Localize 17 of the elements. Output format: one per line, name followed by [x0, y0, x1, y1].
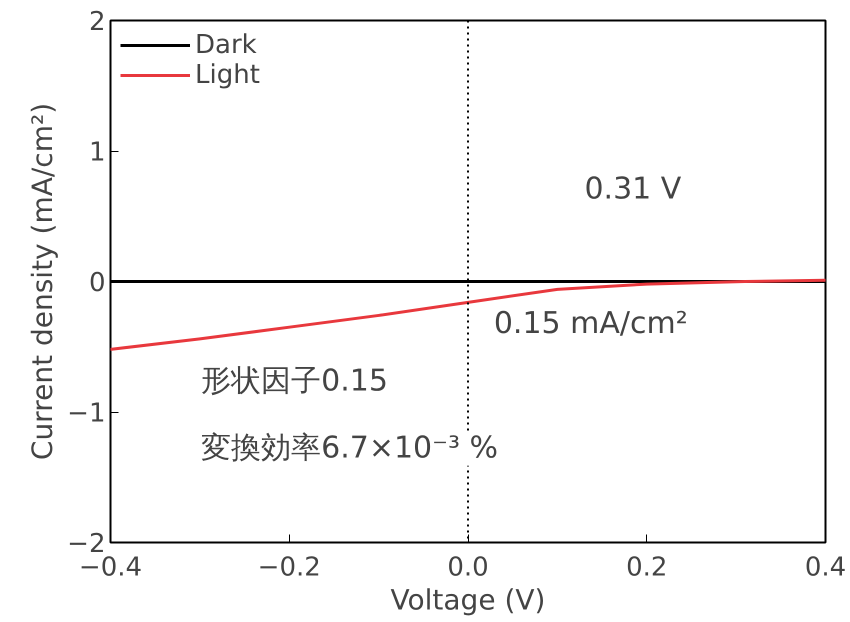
x-tick-label: −0.2 — [258, 552, 321, 582]
legend-label: Dark — [195, 30, 257, 60]
line-series — [110, 278, 826, 351]
x-tick-label: 0.0 — [447, 552, 489, 582]
x-axis-title: Voltage (V) — [390, 584, 546, 616]
x-tick-label: 0.2 — [626, 552, 668, 582]
annotation: 0.31 V — [584, 172, 682, 206]
annotation: 変換効率6.7×10⁻³ % — [201, 430, 498, 466]
y-tick-label: −1 — [67, 398, 106, 428]
y-tick-label: 0 — [88, 268, 106, 298]
annotation: 形状因子0.15 — [201, 364, 388, 398]
y-tick-label: 2 — [88, 7, 106, 37]
annotation: 0.15 mA/cm² — [494, 306, 688, 341]
y-axis-title: Current density (mA/cm²) — [26, 102, 60, 460]
legend-label: Light — [195, 60, 260, 90]
y-tick-label: 1 — [88, 138, 106, 168]
x-tick-label: 0.4 — [804, 552, 846, 582]
